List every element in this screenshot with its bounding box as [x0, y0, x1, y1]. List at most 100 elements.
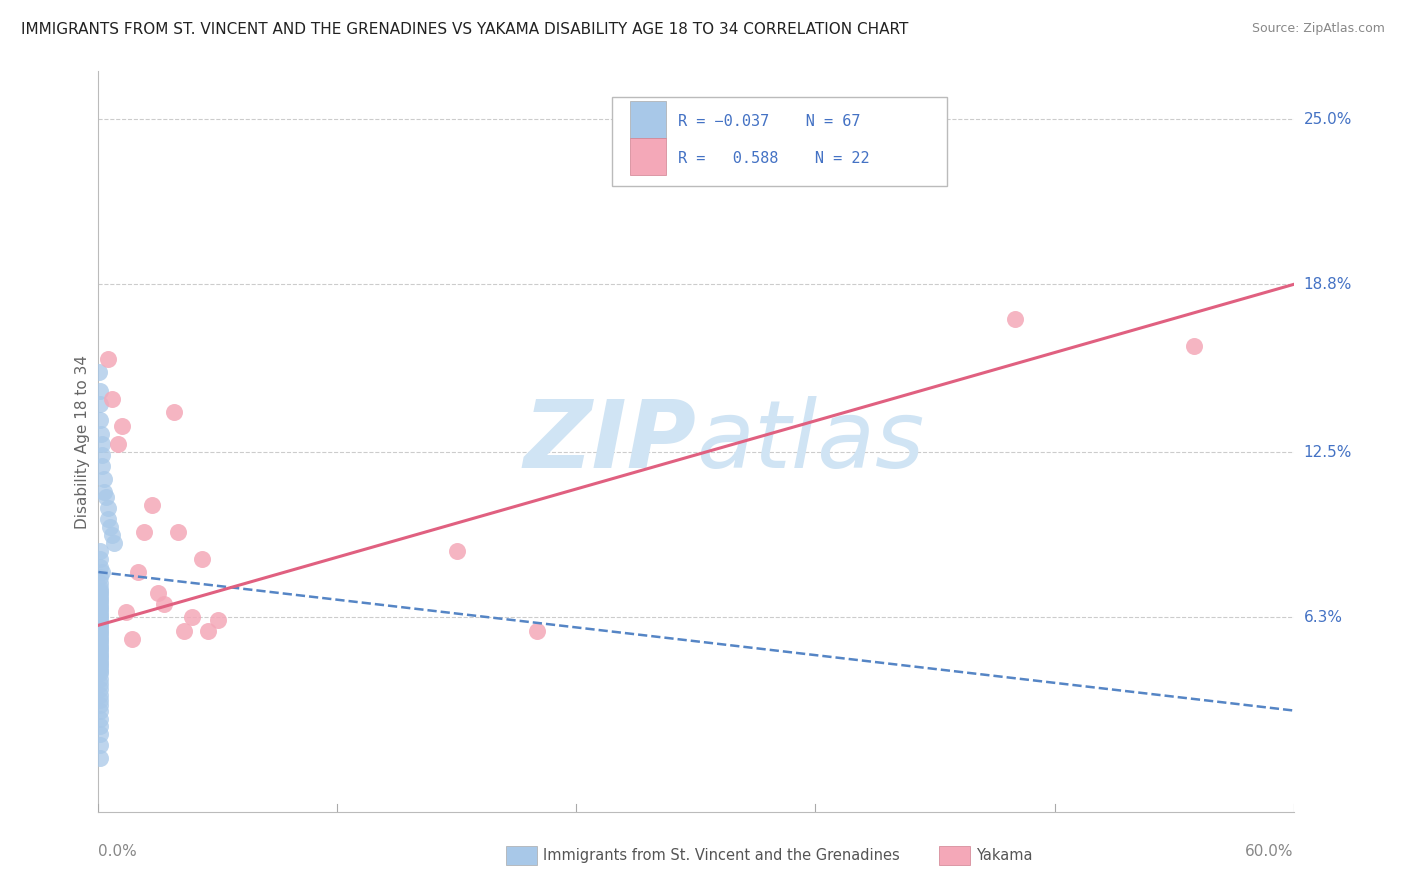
Point [89, 637, 111, 651]
Point [89, 632, 111, 646]
Point [89, 698, 111, 713]
Point [93, 485, 115, 500]
Point [89, 365, 111, 379]
Point [89, 704, 111, 718]
Point [103, 535, 125, 549]
Point [89, 602, 111, 616]
Point [89, 613, 111, 627]
Text: R =   0.588    N = 22: R = 0.588 N = 22 [678, 152, 870, 166]
Text: 0.0%: 0.0% [98, 844, 138, 859]
Point [101, 392, 124, 406]
Point [89, 594, 111, 608]
Point [1004, 312, 1026, 326]
Point [89, 583, 111, 598]
Point [167, 525, 190, 540]
Point [89, 656, 111, 670]
Text: 25.0%: 25.0% [1303, 112, 1351, 127]
Point [89, 559, 111, 574]
Point [91, 565, 114, 579]
Point [89, 661, 111, 675]
Point [197, 624, 219, 638]
Point [89, 712, 111, 726]
Point [91, 458, 114, 473]
Point [89, 621, 111, 635]
Point [89, 589, 111, 603]
Point [148, 586, 170, 600]
Point [97, 512, 120, 526]
Point [89, 629, 111, 643]
Point [89, 650, 111, 665]
Point [89, 543, 111, 558]
Text: R = −0.037    N = 67: R = −0.037 N = 67 [678, 114, 860, 129]
Point [89, 658, 111, 673]
Point [181, 610, 204, 624]
Point [89, 624, 111, 638]
Point [207, 613, 229, 627]
Point [90, 426, 112, 441]
Point [89, 618, 111, 632]
Point [89, 719, 111, 733]
Point [89, 397, 111, 411]
Point [89, 570, 111, 584]
Point [89, 751, 111, 765]
Point [89, 591, 111, 606]
Point [97, 501, 120, 516]
Point [89, 693, 111, 707]
Point [93, 472, 115, 486]
Point [89, 575, 111, 590]
Point [89, 597, 111, 611]
Point [89, 642, 111, 657]
Text: IMMIGRANTS FROM ST. VINCENT AND THE GRENADINES VS YAKAMA DISABILITY AGE 18 TO 34: IMMIGRANTS FROM ST. VINCENT AND THE GREN… [21, 22, 908, 37]
Point [141, 499, 163, 513]
Point [121, 632, 143, 646]
Point [89, 664, 111, 678]
Text: Source: ZipAtlas.com: Source: ZipAtlas.com [1251, 22, 1385, 36]
Point [97, 351, 120, 366]
Point [98, 520, 122, 534]
Point [91, 437, 114, 451]
Text: 6.3%: 6.3% [1303, 610, 1343, 624]
Point [89, 645, 111, 659]
Point [89, 607, 111, 622]
Point [89, 672, 111, 686]
Point [89, 581, 111, 595]
Text: ZIP: ZIP [523, 395, 696, 488]
Point [89, 605, 111, 619]
Point [89, 626, 111, 640]
Point [89, 384, 111, 398]
Point [89, 413, 111, 427]
Point [191, 551, 214, 566]
Text: 18.8%: 18.8% [1303, 277, 1351, 292]
Point [163, 405, 186, 419]
Point [89, 677, 111, 691]
Point [89, 599, 111, 614]
Text: 12.5%: 12.5% [1303, 445, 1351, 459]
Point [526, 624, 548, 638]
Bar [630, 101, 666, 138]
Point [446, 543, 468, 558]
Point [89, 738, 111, 752]
Point [89, 634, 111, 648]
Y-axis label: Disability Age 18 to 34: Disability Age 18 to 34 [75, 354, 90, 529]
Point [101, 527, 124, 541]
Text: 60.0%: 60.0% [1246, 844, 1294, 859]
Point [89, 727, 111, 741]
Point [89, 551, 111, 566]
Point [115, 605, 138, 619]
Point [89, 610, 111, 624]
Point [89, 640, 111, 654]
Point [111, 418, 134, 433]
FancyBboxPatch shape [613, 97, 948, 186]
Point [134, 525, 156, 540]
Point [91, 448, 114, 462]
Point [127, 565, 149, 579]
Point [89, 666, 111, 681]
Point [107, 437, 129, 451]
Point [89, 682, 111, 697]
Point [153, 597, 176, 611]
Point [1182, 339, 1205, 353]
Point [89, 586, 111, 600]
Point [96, 491, 118, 505]
Point [89, 648, 111, 662]
Point [173, 624, 195, 638]
